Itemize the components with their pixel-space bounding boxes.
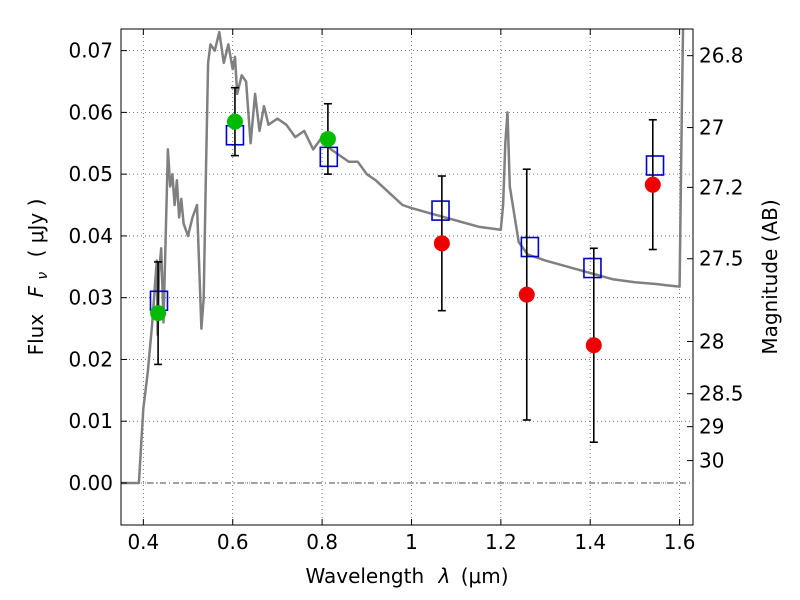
sed-curve bbox=[121, 29, 685, 485]
y-tick-label: 0.07 bbox=[68, 39, 113, 63]
y2-tick-label: 30 bbox=[699, 449, 724, 473]
y-axis-label-prefix: Flux bbox=[24, 314, 48, 356]
data-point bbox=[433, 235, 450, 252]
observed-points bbox=[150, 113, 661, 354]
x-tick-label: 1 bbox=[405, 530, 418, 554]
data-point bbox=[150, 305, 167, 322]
model-flux-box bbox=[645, 155, 665, 176]
y-axis-label-symbol: F bbox=[24, 285, 48, 297]
y2-tick-label: 28.5 bbox=[699, 382, 744, 406]
y2-axis: 26.8 27 27.2 27.5 28 28.5 29 30 bbox=[687, 44, 744, 473]
x-tick-label: 0.6 bbox=[217, 530, 249, 554]
x-tick-label: 1.2 bbox=[485, 530, 517, 554]
x-tick-label: 1.4 bbox=[574, 530, 606, 554]
error-bars bbox=[154, 86, 657, 444]
plot-frame bbox=[120, 28, 694, 526]
y2-tick-label: 29 bbox=[699, 415, 724, 439]
model-flux-box bbox=[319, 146, 339, 168]
y2-tick-label: 27.2 bbox=[699, 175, 744, 199]
y-tick-label: 0.04 bbox=[68, 224, 113, 248]
y-tick-label: 0.01 bbox=[68, 409, 113, 433]
y-axis: 0.00 0.01 0.02 0.03 0.04 0.05 0.06 0.07 bbox=[68, 39, 127, 495]
y-tick-label: 0.00 bbox=[68, 471, 113, 495]
data-point bbox=[319, 130, 336, 147]
y2-tick-label: 28 bbox=[699, 329, 724, 353]
x-axis-label-unit: (μm) bbox=[461, 564, 509, 588]
y-tick-label: 0.03 bbox=[68, 286, 113, 310]
data-point bbox=[226, 113, 243, 130]
model-flux-box bbox=[431, 200, 450, 221]
y2-tick-label: 27 bbox=[699, 116, 724, 140]
y2-tick-label: 26.8 bbox=[699, 44, 744, 68]
model-flux-boxes bbox=[149, 124, 665, 312]
x-axis-label-prefix: Wavelength bbox=[305, 564, 424, 588]
y-axis-label-unit: ( μJy ) bbox=[24, 199, 48, 258]
x-axis: 0.4 0.6 0.8 1 1.2 1.4 1.6 bbox=[127, 29, 696, 554]
y2-axis-label: Magnitude (AB) bbox=[758, 199, 782, 354]
x-tick-label: 0.4 bbox=[127, 530, 159, 554]
y-axis-label-subscript: ν bbox=[35, 272, 51, 280]
data-point bbox=[585, 337, 602, 354]
x-axis-label: Wavelength λ (μm) bbox=[305, 564, 508, 588]
model-flux-box bbox=[520, 236, 540, 258]
model-flux-box bbox=[583, 257, 602, 279]
y-tick-label: 0.02 bbox=[68, 347, 113, 371]
x-tick-label: 1.6 bbox=[664, 530, 696, 554]
y-axis-label: Flux F ν ( μJy ) bbox=[24, 199, 52, 356]
data-point bbox=[518, 286, 535, 303]
data-point bbox=[644, 176, 661, 193]
x-tick-label: 0.8 bbox=[306, 530, 338, 554]
y2-tick-label: 27.5 bbox=[699, 247, 744, 271]
y-tick-label: 0.06 bbox=[68, 100, 113, 124]
y-tick-label: 0.05 bbox=[68, 162, 113, 186]
sed-model bbox=[121, 29, 685, 485]
x-axis-label-symbol: λ bbox=[438, 564, 451, 588]
